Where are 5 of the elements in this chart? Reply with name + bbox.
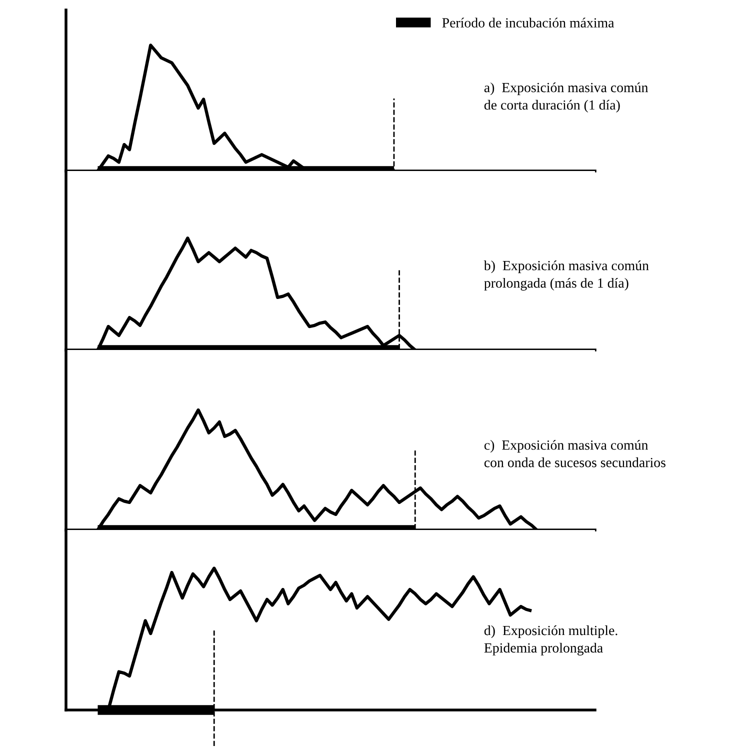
annotation: d) Exposición multiple. Epidemia prolongada [484, 625, 618, 656]
annotation: b) Exposición masiva común prolongada (más de 1 día) [484, 260, 649, 291]
legend-label: Período de incubación máxima [442, 18, 614, 28]
annotation: c) Exposición masiva común con onda de sucesos secundarios [484, 440, 666, 468]
annotation: a) Exposición masiva común de corta duración (1 día) [484, 82, 648, 113]
